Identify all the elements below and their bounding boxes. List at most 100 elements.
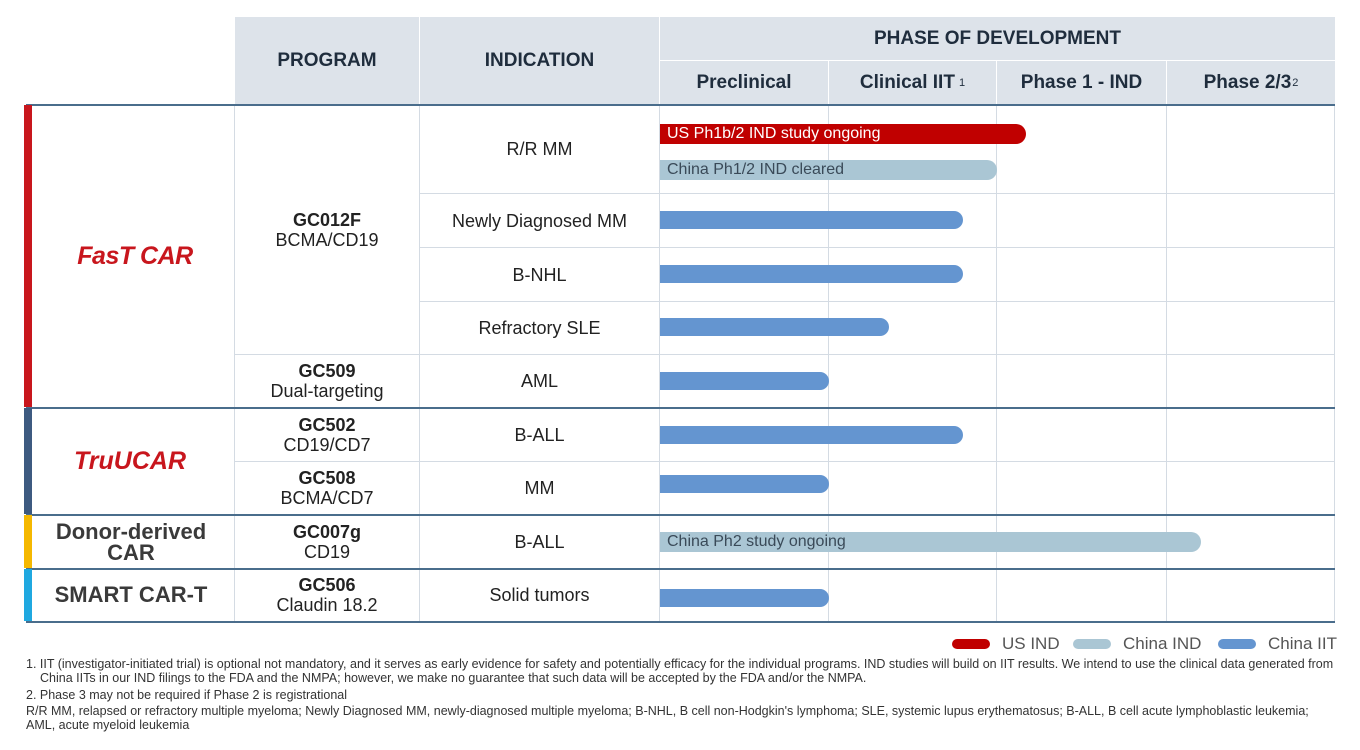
phase-bar — [660, 589, 829, 607]
indication-cell: MM — [420, 462, 659, 514]
platform-fast-car-logo: FasT CAR — [40, 105, 230, 407]
program-target: CD19 — [303, 541, 351, 562]
phase-1-ind-header: Phase 1 - IND — [997, 61, 1166, 104]
program-name: GC509 — [298, 361, 356, 381]
program-cell: GC012F BCMA/CD19 — [235, 105, 419, 354]
phase-of-development-header: PHASE OF DEVELOPMENT — [660, 17, 1335, 60]
program-cell: GC506 Claudin 18.2 — [235, 569, 419, 621]
phase-bar — [660, 211, 964, 229]
platform-smart-car-t: SMART CAR-T — [40, 569, 222, 621]
platform-strip-smart-car-t — [24, 569, 32, 621]
platform-trucar-logo: TruUCAR — [40, 408, 220, 514]
program-name: GC508 — [298, 468, 356, 488]
grid-line — [26, 407, 1335, 409]
grid-line — [234, 461, 1335, 462]
grid-line — [26, 514, 1335, 516]
indication-label: AML — [520, 371, 558, 391]
bar-label: US Ph1b/2 IND study ongoing — [667, 125, 881, 142]
indication-cell: B-ALL — [420, 515, 659, 568]
phase-footnote-marker: 1 — [958, 76, 966, 89]
program-cell: GC502 CD19/CD7 — [235, 408, 419, 461]
program-target: Dual-targeting — [270, 381, 384, 401]
bar-label: China Ph1/2 IND cleared — [667, 161, 844, 178]
grid-line — [419, 301, 1335, 302]
program-cell: GC508 BCMA/CD7 — [235, 462, 419, 514]
phase-label: Preclinical — [696, 71, 792, 93]
program-target: BCMA/CD19 — [275, 229, 379, 250]
bar-label: China Ph2 study ongoing — [667, 533, 846, 550]
indication-label: Refractory SLE — [478, 318, 601, 338]
phase-clinical-iit-header: Clinical IIT 1 — [829, 61, 996, 104]
phase-bar — [660, 265, 964, 283]
platform-strip-fast-car — [24, 105, 32, 407]
program-target: CD19/CD7 — [283, 434, 371, 455]
grid-line — [828, 104, 829, 622]
legend-china-ind: China IND — [1073, 634, 1201, 654]
phase-bar — [660, 318, 890, 336]
indication-label: B-NHL — [512, 264, 567, 285]
footnote-1: 1. IIT (investigator-initiated trial) is… — [26, 657, 1334, 685]
platform-donor-derived-car: Donor-derived CAR — [40, 515, 222, 568]
grid-line — [26, 568, 1335, 570]
grid-line — [234, 354, 1335, 355]
grid-line — [26, 621, 1335, 623]
platform-name: FasT CAR — [77, 241, 193, 270]
phase-label: Phase 1 - IND — [1020, 71, 1143, 93]
grid-line — [1166, 104, 1167, 622]
indication-cell: Solid tumors — [420, 569, 659, 621]
legend-us-ind: US IND — [952, 634, 1060, 654]
indication-label: R/R MM — [506, 139, 573, 159]
phase-bar — [660, 532, 1201, 552]
phase-2-3-header: Phase 2/3 2 — [1167, 61, 1335, 104]
program-name: GC502 — [298, 414, 356, 435]
phase-bar — [660, 475, 829, 493]
grid-line — [234, 104, 235, 622]
platform-name: Donor-derived CAR — [55, 518, 207, 565]
grid-line — [419, 193, 1335, 194]
phase-label: Phase 2/3 — [1203, 71, 1292, 93]
legend-swatch — [1218, 639, 1256, 649]
platform-strip-donor-derived — [24, 515, 32, 568]
indication-cell: Newly Diagnosed MM — [420, 194, 659, 247]
indication-label: Solid tumors — [489, 585, 590, 605]
platform-strip-trucar — [24, 408, 32, 514]
phase-bar — [660, 124, 1026, 144]
grid-line — [996, 104, 997, 622]
program-header: PROGRAM — [235, 17, 419, 104]
legend-label: China IIT — [1268, 634, 1337, 653]
indication-cell: Refractory SLE — [420, 302, 659, 354]
program-cell: GC007g CD19 — [235, 515, 419, 568]
grid-line — [1334, 104, 1335, 622]
grid-line — [419, 104, 420, 622]
grid-line — [419, 247, 1335, 248]
footnote-2: 2. Phase 3 may not be required if Phase … — [26, 688, 348, 702]
legend-label: China IND — [1123, 634, 1202, 653]
phase-footnote-marker: 2 — [1292, 76, 1299, 89]
legend-swatch — [952, 639, 990, 649]
indication-label: B-ALL — [514, 531, 565, 552]
program-name: GC506 — [298, 575, 356, 595]
legend-label: US IND — [1002, 634, 1060, 653]
legend-china-iit: China IIT — [1218, 634, 1337, 654]
program-name: GC007g — [292, 521, 362, 542]
phase-bar — [660, 372, 829, 390]
abbreviations: R/R MM, relapsed or refractory multiple … — [26, 704, 1309, 732]
indication-cell: R/R MM — [420, 105, 659, 193]
program-target: Claudin 18.2 — [276, 595, 378, 615]
program-target: BCMA/CD7 — [280, 488, 374, 508]
indication-cell: B-ALL — [420, 408, 659, 461]
platform-name: SMART CAR-T — [54, 582, 208, 607]
platform-name: TruUCAR — [73, 446, 187, 475]
program-cell: GC509 Dual-targeting — [235, 355, 419, 407]
indication-label: MM — [524, 478, 555, 498]
legend-swatch — [1073, 639, 1111, 649]
indication-cell: AML — [420, 355, 659, 407]
indication-label: Newly Diagnosed MM — [451, 210, 628, 231]
phase-preclinical-header: Preclinical — [660, 61, 828, 104]
grid-line — [659, 104, 660, 622]
program-name: GC012F — [292, 209, 362, 230]
phase-bar — [660, 426, 964, 444]
indication-cell: B-NHL — [420, 248, 659, 301]
phase-label: Clinical IIT — [859, 71, 955, 93]
grid-line — [26, 104, 1335, 106]
